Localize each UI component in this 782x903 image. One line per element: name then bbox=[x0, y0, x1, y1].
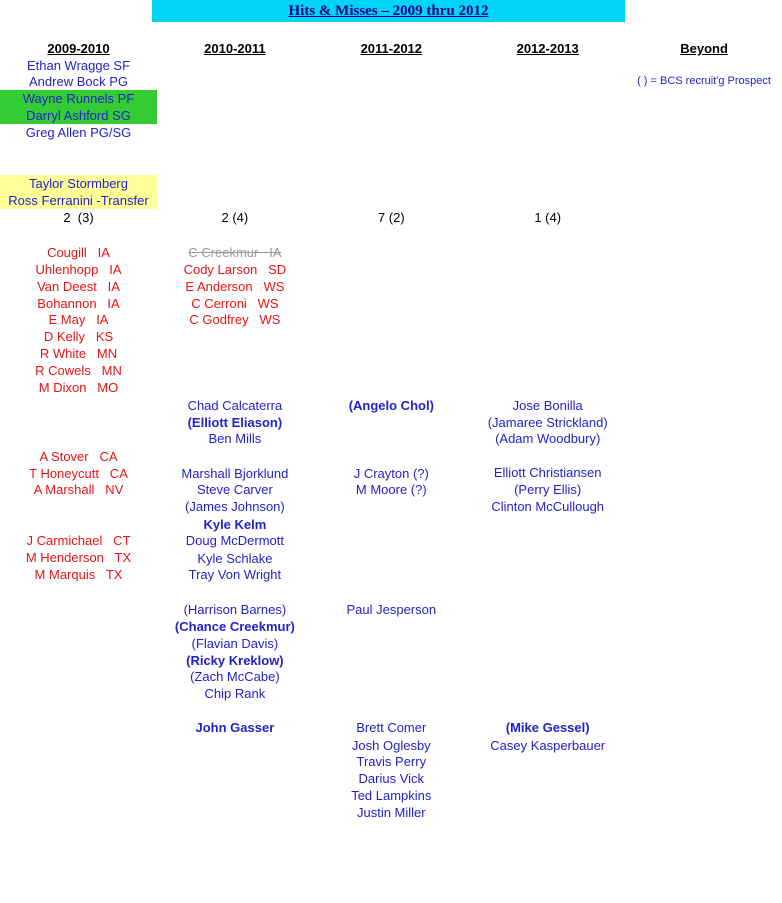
column-header: 2011-2012 bbox=[313, 40, 470, 57]
player-cell: Jose Bonilla bbox=[512, 398, 583, 413]
player-cell: (Jamaree Strickland) bbox=[487, 415, 608, 430]
player-cell: Darryl Ashford SG bbox=[0, 107, 157, 124]
column-header: 2012-2013 bbox=[469, 40, 626, 57]
count-cell: 1 (4) bbox=[534, 210, 562, 225]
column-header-label: Beyond bbox=[680, 41, 728, 56]
player-cell: E Anderson WS bbox=[185, 279, 285, 294]
player-cell: J Crayton (?) bbox=[353, 466, 429, 481]
player-cell: Casey Kasperbauer bbox=[490, 738, 606, 753]
player-cell: (Harrison Barnes) bbox=[183, 602, 287, 617]
player-cell: (Mike Gessel) bbox=[505, 720, 590, 735]
legend-note: ( ) = BCS recruit'g Prospect bbox=[637, 75, 771, 87]
player-cell: John Gasser bbox=[195, 720, 275, 735]
player-cell: Ethan Wragge SF bbox=[26, 58, 131, 73]
player-cell: M Dixon MO bbox=[38, 380, 119, 395]
player-cell: (Flavian Davis) bbox=[191, 636, 279, 651]
player-cell: M Marquis TX bbox=[34, 567, 123, 582]
player-cell: T Honeycutt CA bbox=[29, 466, 128, 481]
column-2: 2010-2011 2 (4) C Creekmur IA Cody Larson S… bbox=[156, 0, 313, 903]
player-cell: Marshall Bjorklund bbox=[181, 466, 289, 481]
player-cell: R White MN bbox=[39, 346, 118, 361]
column-4: 2012-2013 1 (4) Jose Bonilla (Jamaree Stric… bbox=[469, 0, 626, 903]
player-cell: Josh Oglesby bbox=[351, 738, 431, 753]
player-cell: Justin Miller bbox=[356, 805, 426, 820]
title-bar: Hits & Misses – 2009 thru 2012 bbox=[152, 0, 625, 22]
player-cell: Ben Mills bbox=[208, 431, 262, 446]
player-cell: A Marshall NV bbox=[33, 482, 124, 497]
player-cell: Tray Von Wright bbox=[188, 567, 282, 582]
player-cell: Elliott Christiansen bbox=[493, 465, 602, 480]
column-header: 2010-2011 bbox=[156, 40, 313, 57]
column-header-label: 2012-2013 bbox=[516, 41, 579, 56]
player-cell: A Stover CA bbox=[39, 449, 118, 464]
page-title: Hits & Misses – 2009 thru 2012 bbox=[288, 2, 489, 19]
player-cell: (Zach McCabe) bbox=[190, 669, 280, 684]
player-cell: Ted Lampkins bbox=[351, 788, 432, 803]
column-5: Beyond bbox=[626, 0, 782, 903]
player-cell: C Creekmur IA bbox=[188, 245, 282, 260]
player-cell: Kyle Kelm bbox=[203, 517, 267, 532]
player-cell: Bohannon IA bbox=[37, 296, 120, 311]
count-cell: 7 (2) bbox=[377, 210, 405, 225]
column-header: Beyond bbox=[626, 40, 782, 57]
player-cell: (James Johnson) bbox=[185, 499, 285, 514]
column-3: 2011-2012 7 (2) (Angelo Chol) J Crayton (?)… bbox=[313, 0, 470, 903]
player-cell: Paul Jesperson bbox=[346, 602, 437, 617]
column-header: 2009-2010 bbox=[0, 40, 157, 57]
player-cell: E May IA bbox=[48, 312, 109, 327]
player-cell: Greg Allen PG/SG bbox=[25, 125, 132, 140]
player-cell: Darius Vick bbox=[358, 771, 425, 786]
player-cell: Kyle Schlake bbox=[197, 551, 273, 566]
player-cell: Chad Calcaterra bbox=[187, 398, 283, 413]
player-cell: C Cerroni WS bbox=[191, 296, 279, 311]
player-cell: Van Deest IA bbox=[37, 279, 120, 294]
count-cell: 2 (4) bbox=[221, 210, 249, 225]
player-cell: Andrew Bock PG bbox=[29, 74, 128, 89]
count-cell: 2 (3) bbox=[63, 210, 94, 225]
player-cell: Brett Comer bbox=[356, 720, 427, 735]
player-cell: Steve Carver bbox=[196, 482, 273, 497]
player-cell: (Ricky Kreklow) bbox=[186, 653, 284, 668]
player-cell: Chip Rank bbox=[204, 686, 266, 701]
player-cell: (Adam Woodbury) bbox=[495, 431, 601, 446]
player-cell: C Godfrey WS bbox=[189, 312, 281, 327]
column-header-label: 2011-2012 bbox=[360, 41, 423, 56]
column-1: 2009-2010 Ethan Wragge SF Andrew Bock PG Wa… bbox=[0, 0, 157, 903]
player-cell: Uhlenhopp IA bbox=[35, 262, 122, 277]
column-header-label: 2009-2010 bbox=[47, 41, 110, 56]
player-cell: Clinton McCullough bbox=[491, 499, 605, 514]
column-header-label: 2010-2011 bbox=[204, 41, 266, 56]
player-cell: D Kelly KS bbox=[43, 329, 114, 344]
player-cell: R Cowels MN bbox=[35, 363, 122, 378]
player-cell: M Moore (?) bbox=[355, 482, 427, 497]
player-cell: (Elliott Eliason) bbox=[187, 415, 283, 430]
player-cell: Travis Perry bbox=[356, 754, 427, 769]
player-cell: Ross Ferranini -Transfer bbox=[0, 192, 157, 209]
player-cell: J Carmichael CT bbox=[26, 533, 131, 548]
player-cell: Doug McDermott bbox=[185, 533, 285, 548]
player-cell: (Perry Ellis) bbox=[514, 482, 582, 497]
player-cell: Cody Larson SD bbox=[183, 262, 287, 277]
player-cell: Wayne Runnels PF bbox=[0, 90, 157, 107]
player-cell: (Angelo Chol) bbox=[348, 398, 434, 413]
player-cell: Taylor Stormberg bbox=[0, 175, 157, 192]
player-cell: M Henderson TX bbox=[25, 550, 132, 565]
player-cell: Cougill IA bbox=[47, 245, 110, 260]
player-cell: (Chance Creekmur) bbox=[174, 619, 295, 634]
